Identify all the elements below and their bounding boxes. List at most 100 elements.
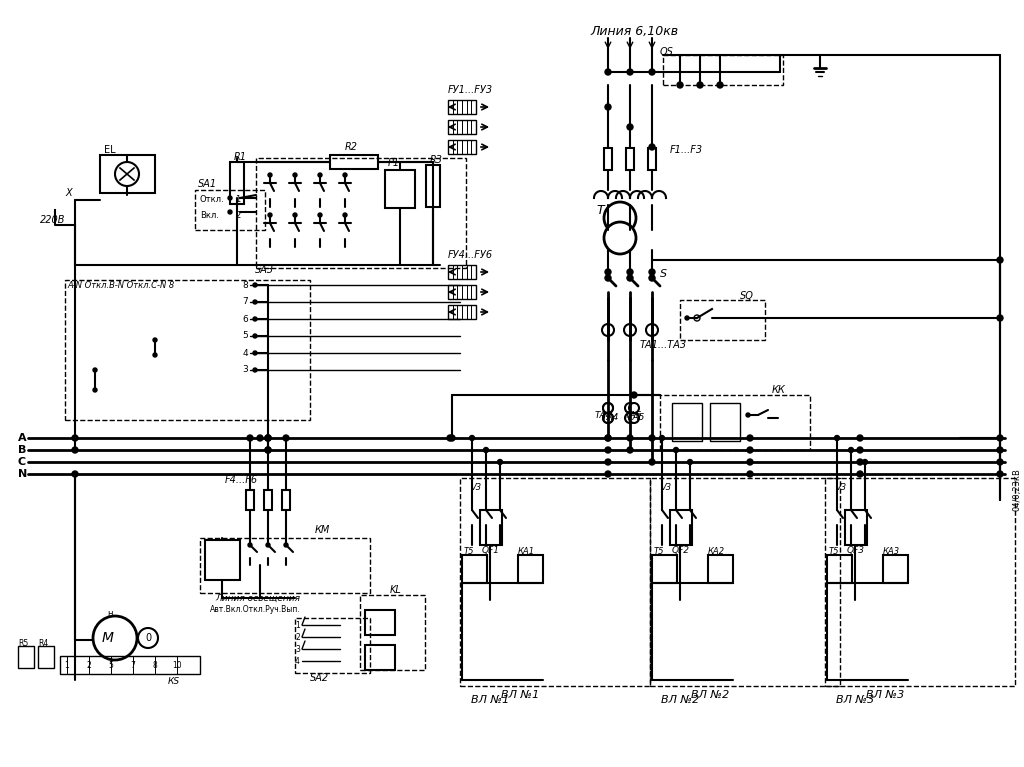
Text: КА3: КА3 (883, 548, 900, 557)
Circle shape (857, 471, 863, 477)
Text: Линия освещения: Линия освещения (215, 594, 300, 603)
Circle shape (318, 213, 322, 217)
Circle shape (624, 324, 636, 336)
Circle shape (253, 317, 257, 321)
Bar (648, 148, 656, 170)
Circle shape (605, 435, 611, 441)
Circle shape (265, 435, 271, 441)
Circle shape (835, 436, 840, 440)
Circle shape (93, 616, 137, 660)
Circle shape (627, 275, 633, 281)
Circle shape (603, 403, 613, 413)
Circle shape (746, 447, 753, 453)
Bar (604, 148, 612, 170)
Text: Вкл.: Вкл. (200, 210, 219, 219)
Circle shape (265, 435, 271, 441)
Circle shape (343, 213, 347, 217)
Circle shape (604, 222, 636, 254)
Bar (518, 555, 543, 583)
Circle shape (746, 459, 753, 465)
Circle shape (153, 353, 157, 357)
Bar (65, 280, 310, 420)
Circle shape (605, 471, 611, 477)
Bar (230, 162, 244, 204)
Circle shape (605, 269, 611, 275)
Circle shape (627, 447, 633, 453)
Text: F4...F6: F4...F6 (225, 475, 258, 485)
Circle shape (627, 269, 633, 275)
Circle shape (677, 82, 683, 88)
Circle shape (602, 324, 614, 336)
Circle shape (625, 413, 635, 423)
Circle shape (746, 435, 753, 441)
Text: 1: 1 (65, 660, 70, 670)
Text: QS: QS (660, 47, 674, 57)
Circle shape (687, 459, 692, 465)
Bar (365, 610, 395, 635)
Circle shape (649, 275, 655, 281)
Circle shape (93, 368, 97, 372)
Bar (680, 300, 765, 340)
Text: R4: R4 (38, 638, 48, 647)
Bar (205, 540, 240, 580)
Text: КМ: КМ (315, 525, 331, 535)
Text: R5: R5 (18, 638, 29, 647)
Circle shape (746, 471, 753, 477)
Text: 6: 6 (243, 314, 248, 324)
Text: 5: 5 (243, 331, 248, 341)
Bar (360, 595, 425, 670)
Text: 5: 5 (109, 660, 114, 670)
Text: ТА5: ТА5 (625, 410, 642, 420)
Text: QF2: QF2 (672, 545, 690, 555)
Circle shape (649, 459, 655, 465)
Text: S: S (660, 269, 667, 279)
Circle shape (483, 447, 488, 453)
Bar (426, 165, 440, 207)
Bar (449, 285, 476, 299)
Text: C: C (18, 457, 27, 467)
Text: ТА1...ТА3: ТА1...ТА3 (640, 340, 687, 350)
Text: R3: R3 (430, 155, 443, 165)
Circle shape (498, 459, 503, 465)
Text: КS: КS (168, 677, 180, 686)
Text: Авт.Вкл.Откл.Руч.Вып.: Авт.Вкл.Откл.Руч.Вып. (210, 605, 301, 614)
Circle shape (293, 213, 297, 217)
Text: 1: 1 (234, 196, 241, 205)
Text: SA3: SA3 (255, 265, 274, 275)
Bar (708, 555, 733, 583)
Text: EL: EL (104, 145, 116, 155)
Bar (650, 478, 840, 686)
Circle shape (265, 435, 271, 441)
Text: FУ4...FУ6: FУ4...FУ6 (449, 250, 494, 260)
Circle shape (284, 543, 288, 547)
Bar (60, 656, 200, 674)
Circle shape (253, 283, 257, 287)
Bar (365, 645, 395, 670)
Bar (200, 538, 370, 593)
Text: ТА4: ТА4 (602, 413, 620, 422)
Text: ВЛ №3: ВЛ №3 (866, 690, 904, 700)
Circle shape (265, 447, 271, 453)
Text: 220В: 220В (40, 215, 66, 225)
Bar (449, 305, 476, 319)
Circle shape (629, 413, 639, 423)
Bar (449, 100, 476, 114)
Text: N: N (18, 469, 28, 479)
Bar (480, 510, 502, 545)
Text: FУ1...FУ3: FУ1...FУ3 (449, 85, 494, 95)
Circle shape (72, 435, 78, 441)
Circle shape (248, 543, 252, 547)
Circle shape (603, 413, 613, 423)
Circle shape (253, 351, 257, 355)
Text: ТА5: ТА5 (628, 413, 645, 422)
Circle shape (997, 435, 1002, 441)
Circle shape (343, 173, 347, 177)
Circle shape (293, 173, 297, 177)
Circle shape (649, 144, 655, 150)
Bar (825, 478, 1015, 686)
Text: КК: КК (772, 385, 785, 395)
Text: QF3: QF3 (847, 545, 865, 555)
Bar (672, 403, 702, 441)
Text: 2: 2 (295, 633, 300, 641)
Circle shape (625, 403, 635, 413)
